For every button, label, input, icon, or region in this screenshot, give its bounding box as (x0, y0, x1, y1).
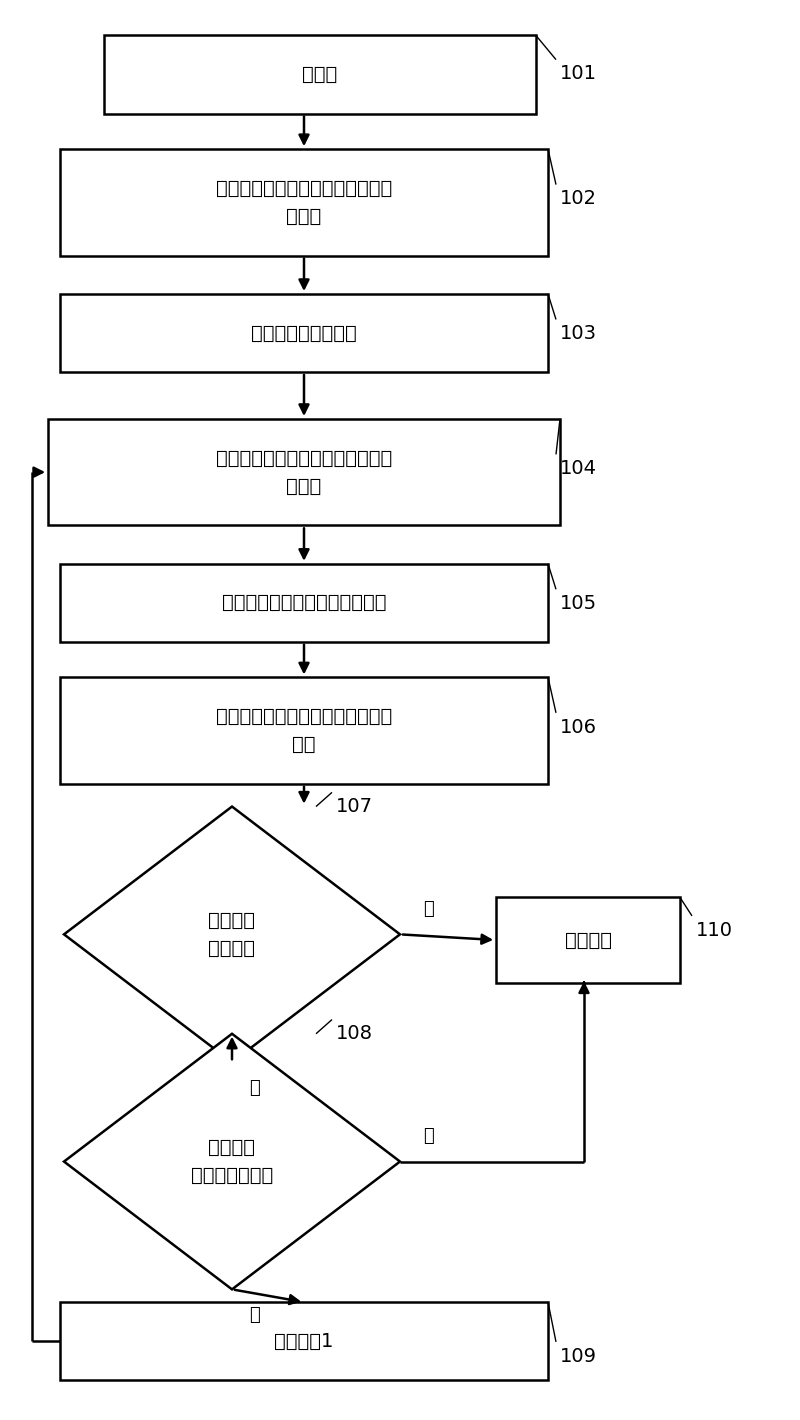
Bar (60, 149, 548, 256)
Bar (60, 294, 548, 372)
Text: 110: 110 (696, 920, 733, 940)
Text: 104: 104 (560, 459, 597, 479)
Bar (48, 419, 560, 525)
Bar (104, 36, 536, 114)
Polygon shape (64, 807, 400, 1062)
Text: 是: 是 (422, 1127, 434, 1145)
Text: 105: 105 (560, 594, 597, 613)
Text: 107: 107 (336, 797, 373, 816)
Text: 109: 109 (560, 1346, 597, 1366)
Text: 否: 否 (249, 1306, 260, 1323)
Text: 101: 101 (560, 64, 597, 84)
Text: 进行粒子群寻优，获得种群最优选
点序列: 进行粒子群寻优，获得种群最优选 点序列 (216, 449, 392, 496)
Text: 是否达到
限流效果: 是否达到 限流效果 (209, 910, 255, 959)
Bar (60, 1302, 548, 1380)
Text: 103: 103 (560, 324, 597, 344)
Text: 进行短路电流扫描，得到第一短路
电流值: 进行短路电流扫描，得到第一短路 电流值 (216, 179, 392, 226)
Text: 计算节点自互阻抗值: 计算节点自互阻抗值 (251, 324, 357, 342)
Text: 初始化: 初始化 (302, 65, 338, 84)
Text: 是否超过
限流器数目上限: 是否超过 限流器数目上限 (191, 1137, 273, 1186)
Bar (60, 564, 548, 642)
Text: 102: 102 (560, 189, 597, 209)
Text: 106: 106 (560, 717, 597, 737)
Polygon shape (64, 1034, 400, 1289)
Text: 限流器加1: 限流器加1 (274, 1332, 334, 1350)
Text: 结束配置: 结束配置 (565, 930, 611, 950)
Bar (60, 677, 548, 784)
Text: 否: 否 (249, 1079, 260, 1096)
Bar (496, 897, 680, 983)
Text: 进行短路电流扫描得到第二短路电
流值: 进行短路电流扫描得到第二短路电 流值 (216, 707, 392, 754)
Text: 108: 108 (336, 1024, 373, 1044)
Text: 是: 是 (422, 900, 434, 917)
Text: 按种群最优选点序列加装限流器: 按种群最优选点序列加装限流器 (222, 594, 386, 612)
